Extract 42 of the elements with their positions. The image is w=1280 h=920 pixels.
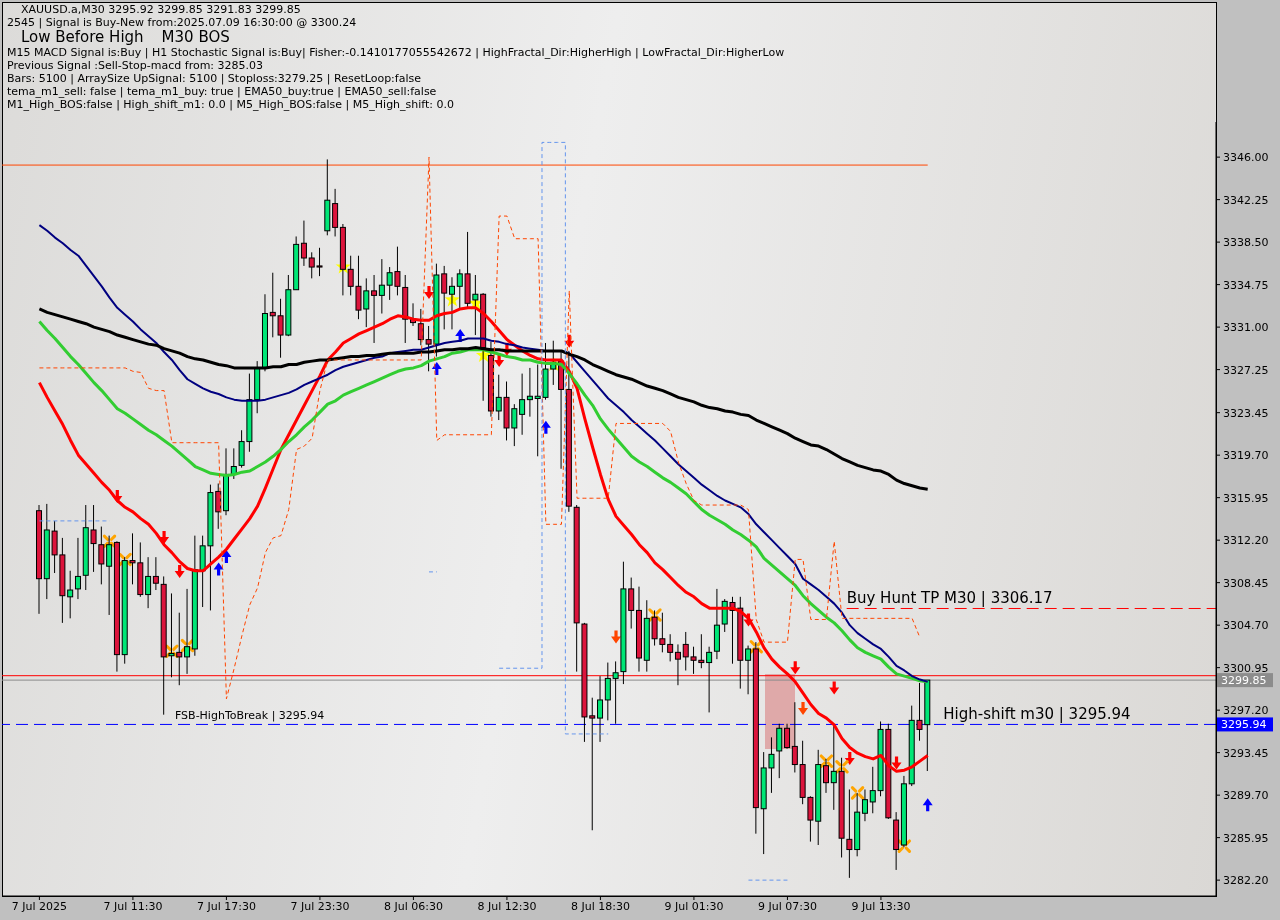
text: Previous Signal :Sell-Stop-macd from: 3285.03 [7, 59, 264, 72]
x-tick-label: 9 Jul 07:30 [757, 899, 817, 913]
y-tick-label: 3323.45 [1223, 406, 1269, 420]
text: Low Before High [21, 28, 144, 46]
text: M1_High_BOS:false | High_shift_m1: 0.0 | M5_High_BOS:false | M5_High_shift: 0.0 [7, 98, 455, 111]
x-tick-label: 7 Jul 17:30 [196, 899, 256, 913]
y-tick-label: 3282.20 [1223, 874, 1269, 888]
annotation: Buy Hunt TP M30 | 3306.17 [846, 589, 1053, 608]
y-tick-label: 3308.45 [1223, 576, 1269, 590]
y-tick-label: 3293.45 [1223, 746, 1269, 760]
chart-title: XAUUSD.a,M30 3295.92 3299.85 3291.83 3299.85 [21, 3, 301, 16]
x-tick-label: 7 Jul 23:30 [290, 899, 350, 913]
y-tick-label: 3334.75 [1223, 278, 1269, 292]
y-tick-label: 3297.20 [1223, 704, 1269, 718]
x-tick-label: 9 Jul 13:30 [851, 899, 911, 913]
text: M30 BOS [161, 28, 230, 46]
y-tick-label: 3338.50 [1223, 236, 1269, 250]
y-tick-label: 3300.95 [1223, 661, 1269, 675]
x-tick-label: 7 Jul 11:30 [103, 899, 163, 913]
y-tick-label: 3285.95 [1223, 831, 1269, 845]
text: 2545 | Signal is Buy-New from:2025.07.09 16:30:00 @ 3300.24 [7, 16, 357, 29]
x-tick-label: 7 Jul 2025 [11, 899, 68, 913]
annotation: FSB-HighToBreak | 3295.94 [174, 709, 325, 723]
annotation: High-shift m30 | 3295.94 [943, 705, 1131, 724]
text: Bars: 5100 | ArraySize UpSignal: 5100 | Stoploss:3279.25 | ResetLoop:false [7, 72, 421, 85]
ref-line-label: 3295.94 [1221, 718, 1267, 732]
x-tick-label: 8 Jul 06:30 [383, 899, 443, 913]
y-tick-label: 3327.25 [1223, 363, 1269, 377]
y-tick-label: 3319.70 [1223, 449, 1269, 463]
x-tick-label: 9 Jul 01:30 [664, 899, 724, 913]
y-tick-label: 3312.20 [1223, 534, 1269, 548]
y-tick-label: 3315.95 [1223, 491, 1269, 505]
x-tick-label: 8 Jul 18:30 [570, 899, 630, 913]
ref-line-label: 3299.85 [1221, 674, 1267, 688]
text: M15 MACD Signal is:Buy | H1 Stochastic Signal is:Buy| Fisher:-0.1410177055542672 | HighFractal_Dir:HigherHigh | LowFractal_Dir:HigherLow [7, 46, 785, 59]
y-tick-label: 3304.70 [1223, 619, 1269, 633]
y-tick-label: 3342.25 [1223, 193, 1269, 207]
text: tema_m1_sell: false | tema_m1_buy: true | EMA50_buy:true | EMA50_sell:false [7, 85, 437, 98]
y-tick-label: 3346.00 [1223, 151, 1269, 165]
x-tick-label: 8 Jul 12:30 [477, 899, 537, 913]
y-tick-label: 3331.00 [1223, 321, 1269, 335]
y-tick-label: 3289.70 [1223, 789, 1269, 803]
